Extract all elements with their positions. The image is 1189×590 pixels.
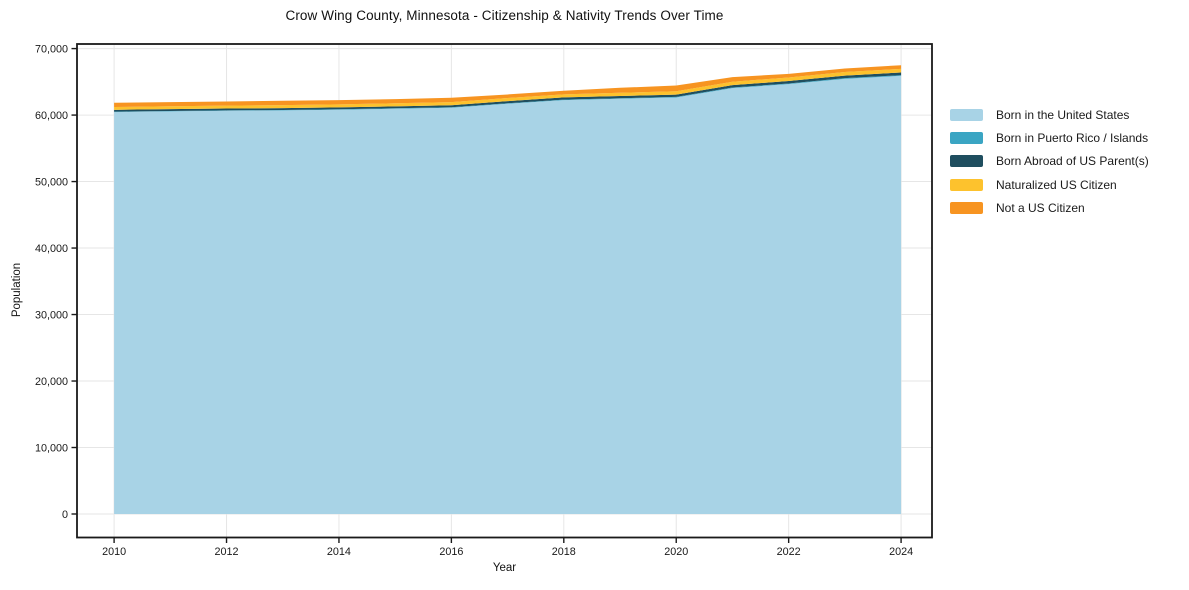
legend-label: Born in the United States xyxy=(996,107,1130,122)
legend-swatch-not-citizen xyxy=(950,202,983,215)
y-tick-label: 20,000 xyxy=(35,376,68,388)
legend-swatch-born-abroad xyxy=(950,155,983,168)
legend-item-born-us: Born in the United States xyxy=(950,103,1149,126)
x-axis-label: Year xyxy=(492,562,517,574)
x-tick-label: 2014 xyxy=(327,546,351,558)
legend: Born in the United States Born in Puerto… xyxy=(950,103,1149,220)
x-tick-label: 2010 xyxy=(102,546,126,558)
legend-label: Naturalized US Citizen xyxy=(996,177,1117,192)
legend-swatch-naturalized xyxy=(950,178,983,191)
y-tick-label: 50,000 xyxy=(35,176,68,188)
legend-label: Not a US Citizen xyxy=(996,201,1085,216)
area-series-4 xyxy=(114,65,902,108)
legend-swatch-born-us xyxy=(950,108,983,121)
chart-title: Crow Wing County, Minnesota - Citizenshi… xyxy=(285,8,724,23)
y-tick-label: 0 xyxy=(62,509,68,521)
x-tick-label: 2016 xyxy=(439,546,463,558)
legend-swatch-born-puerto-rico xyxy=(950,132,983,145)
legend-item-born-abroad: Born Abroad of US Parent(s) xyxy=(950,150,1149,173)
legend-item-naturalized: Naturalized US Citizen xyxy=(950,173,1149,196)
legend-label: Born Abroad of US Parent(s) xyxy=(996,154,1149,169)
y-axis-label: Population xyxy=(11,262,23,318)
area-series-0 xyxy=(114,75,902,514)
legend-item-not-citizen: Not a US Citizen xyxy=(950,197,1149,220)
y-tick-label: 70,000 xyxy=(35,43,68,55)
y-tick-label: 30,000 xyxy=(35,309,68,321)
y-tick-label: 60,000 xyxy=(35,110,68,122)
x-tick-label: 2022 xyxy=(777,546,801,558)
x-tick-label: 2024 xyxy=(889,546,913,558)
y-tick-label: 40,000 xyxy=(35,243,68,255)
legend-label: Born in Puerto Rico / Islands xyxy=(996,131,1149,146)
axes-box xyxy=(76,43,933,539)
legend-item-born-puerto-rico: Born in Puerto Rico / Islands xyxy=(950,126,1149,149)
x-tick-label: 2012 xyxy=(215,546,239,558)
x-tick-label: 2020 xyxy=(664,546,688,558)
x-tick-label: 2018 xyxy=(552,546,576,558)
y-tick-label: 10,000 xyxy=(35,442,68,454)
